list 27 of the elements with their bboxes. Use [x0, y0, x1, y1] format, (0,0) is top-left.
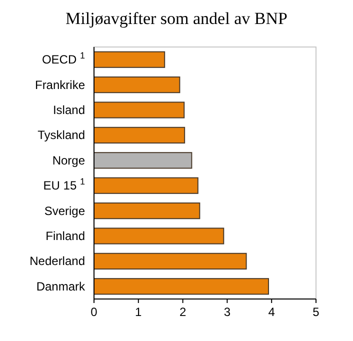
y-tick-label: Nederland — [30, 254, 85, 268]
y-tick-label: Frankrike — [34, 78, 86, 92]
y-tick-label: Island — [52, 103, 85, 117]
bar — [94, 202, 200, 220]
y-tick-label: Sverige — [44, 204, 86, 218]
chart-title: Miljøavgifter som andel av BNP — [66, 9, 288, 28]
bar — [94, 126, 186, 144]
x-tick-label: 3 — [224, 305, 231, 319]
bar — [94, 252, 247, 270]
y-tick-label: Finland — [46, 229, 85, 243]
bar — [94, 177, 198, 194]
y-tick-label: OECD $^{1}$ — [42, 50, 85, 67]
x-tick-label: 5 — [312, 305, 320, 319]
x-tick-label: 2 — [179, 305, 186, 319]
bar — [94, 152, 192, 169]
bar — [94, 228, 224, 244]
x-tick-label: 0 — [90, 305, 98, 319]
bar — [94, 102, 185, 118]
bar — [94, 51, 166, 68]
x-tick-label: 1 — [135, 305, 142, 319]
x-tick-label: 4 — [268, 305, 276, 319]
bar — [94, 278, 269, 295]
y-tick-label: EU 15 $^{1}$ — [43, 176, 85, 193]
y-tick-label: Tyskland — [38, 128, 85, 142]
y-tick-label: Norge — [52, 153, 86, 168]
y-tick-label: Danmark — [36, 279, 86, 294]
bar — [94, 76, 180, 94]
